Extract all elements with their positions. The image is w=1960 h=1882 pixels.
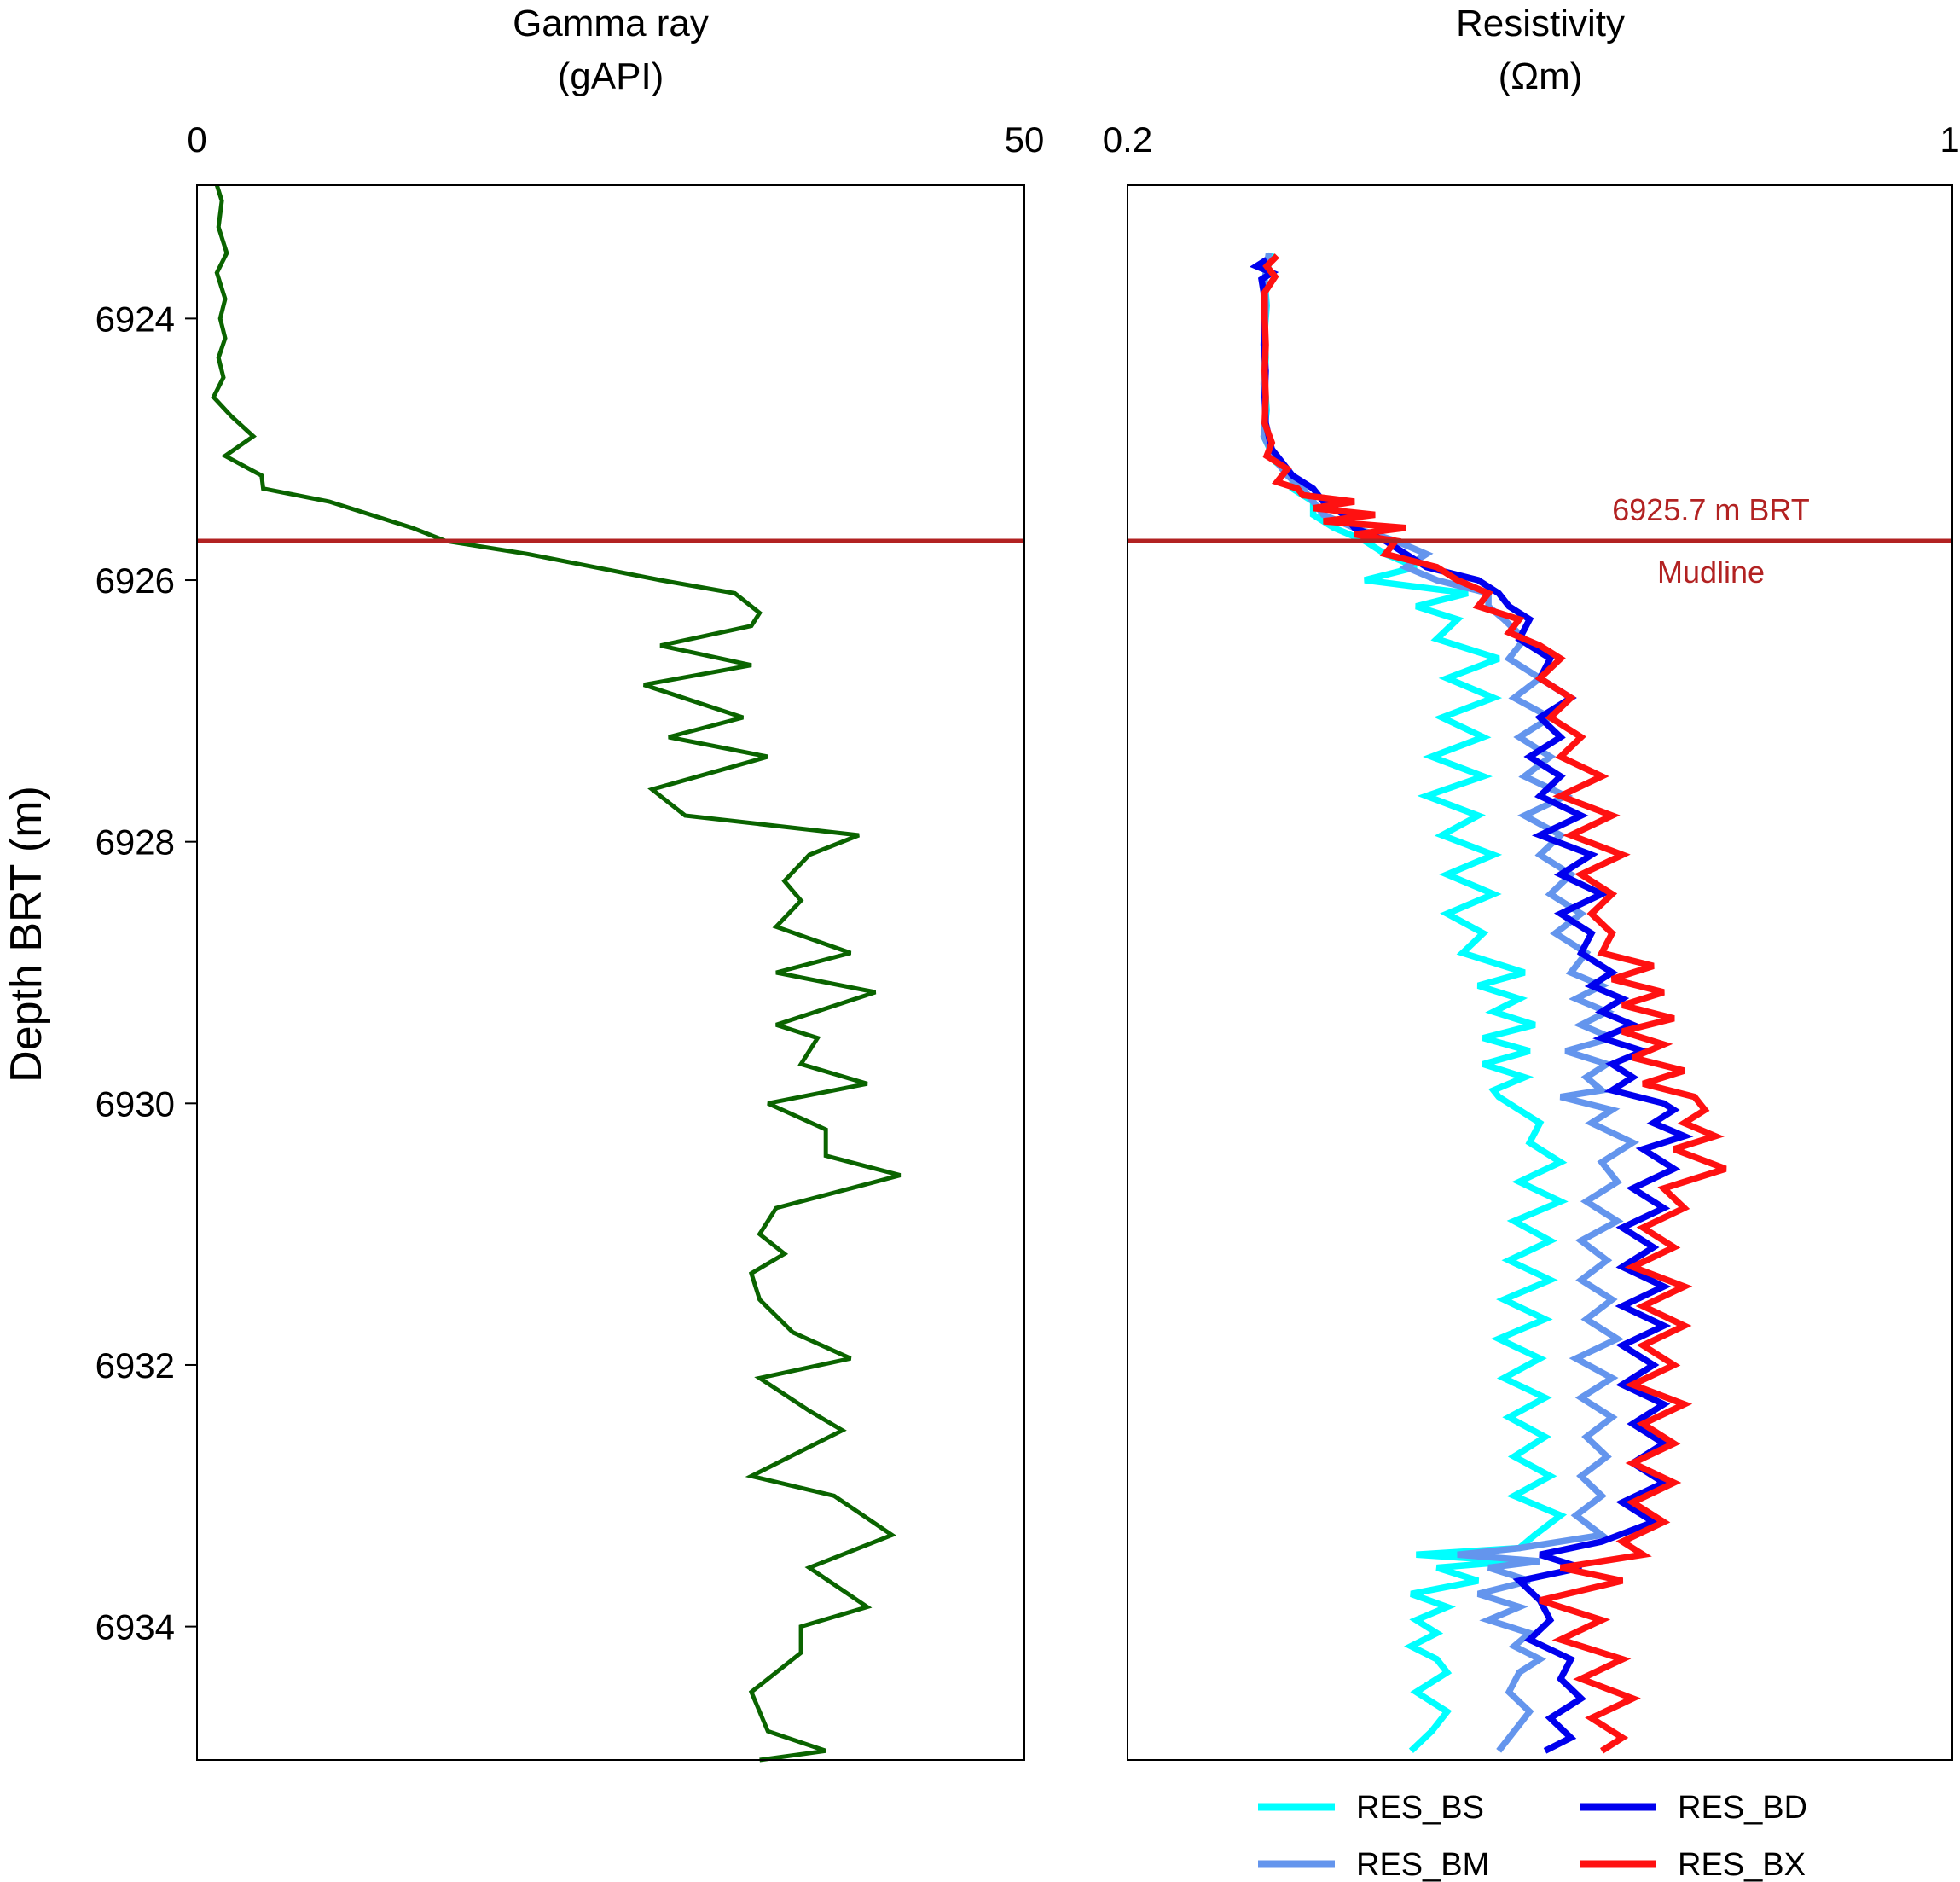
depth-tick-label-group: 6924 6926 6928 6930 6932 6934 — [96, 299, 175, 1647]
gamma-ray-line-group — [211, 184, 902, 1763]
depth-axis-label: Depth BRT (m) — [2, 786, 51, 1083]
depth-tick-label: 6930 — [96, 1083, 175, 1124]
resistivity-x-tick-max: 1 — [1940, 119, 1959, 160]
resistivity-line-res-bd — [1250, 257, 1694, 1754]
gamma-units: (gAPI) — [558, 55, 664, 97]
gamma-title: Gamma ray — [513, 3, 709, 44]
legend-label-res-bs: RES_BS — [1356, 1790, 1484, 1826]
depth-tick-group — [185, 317, 197, 1628]
depth-tick-label: 6928 — [96, 822, 175, 863]
legend-label-res-bm: RES_BM — [1356, 1847, 1489, 1882]
mudline-depth-label: 6925.7 m BRT — [1612, 492, 1809, 527]
resistivity-line-res-bx — [1261, 253, 1727, 1754]
gamma-x-tick-max: 50 — [1005, 119, 1045, 160]
resistivity-line-res-bs — [1260, 252, 1569, 1754]
depth-tick-label: 6934 — [96, 1607, 175, 1647]
gamma-plot-frame — [196, 184, 1025, 1761]
gamma-ray-line — [211, 184, 902, 1763]
resistivity-title: Resistivity — [1456, 3, 1625, 44]
resistivity-panel: Resistivity (Ωm) 0.2 1 6925.7 m BRT Mudl… — [1103, 3, 1960, 1882]
legend-label-res-bd: RES_BD — [1678, 1790, 1807, 1826]
legend-label-res-bx: RES_BX — [1678, 1847, 1806, 1882]
legend: RES_BS RES_BD RES_BM RES_BX — [1258, 1790, 1807, 1882]
mudline-label: Mudline — [1657, 555, 1765, 590]
resistivity-x-tick-min: 0.2 — [1103, 119, 1152, 160]
gamma-ray-panel: Gamma ray (gAPI) 0 50 692469266928693069… — [2, 3, 1045, 1763]
resistivity-plot-frame — [1127, 184, 1953, 1761]
depth-tick-label: 6924 — [96, 299, 175, 339]
resistivity-line-res-bm — [1260, 253, 1640, 1753]
resistivity-units: (Ωm) — [1499, 55, 1583, 97]
resistivity-line-group — [1250, 252, 1727, 1754]
depth-tick-label: 6926 — [96, 561, 175, 601]
gamma-x-tick-min: 0 — [187, 119, 206, 160]
depth-tick-label: 6932 — [96, 1345, 175, 1385]
